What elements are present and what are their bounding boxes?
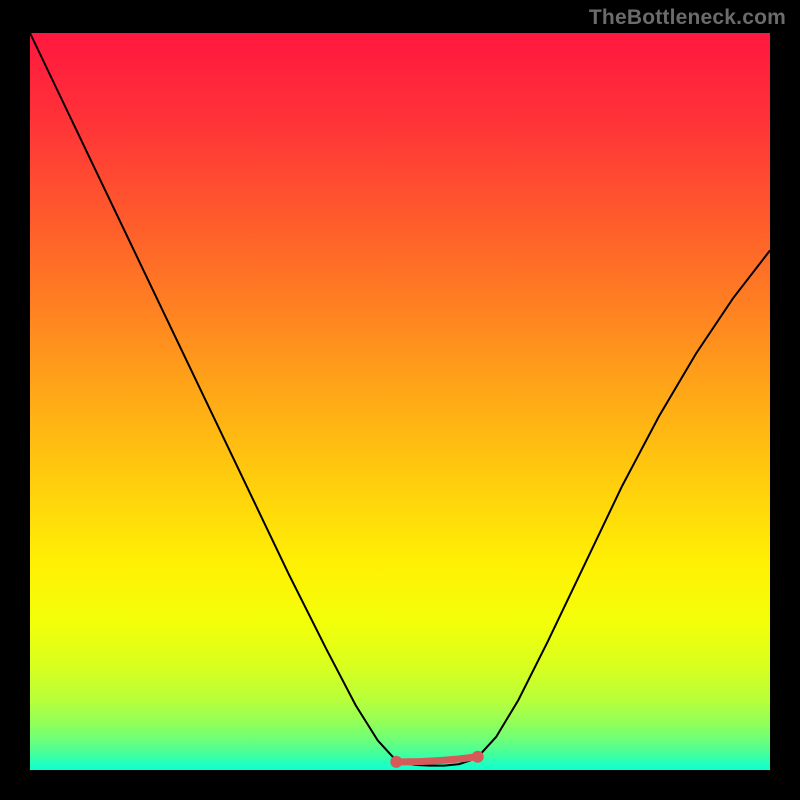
bottleneck-chart <box>0 0 800 800</box>
plot-background <box>30 33 770 770</box>
chart-container: TheBottleneck.com <box>0 0 800 800</box>
